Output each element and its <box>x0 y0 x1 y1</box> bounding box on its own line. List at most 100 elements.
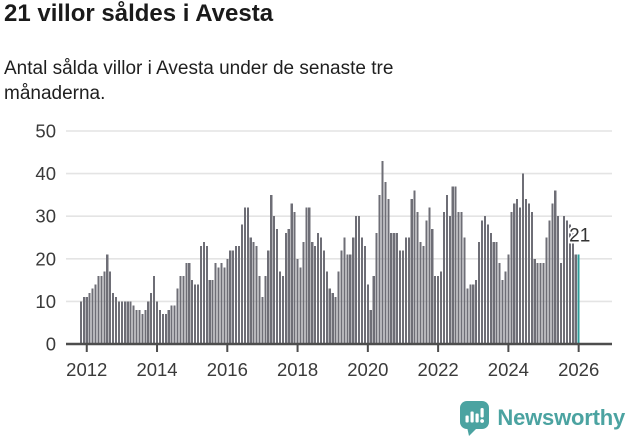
bar <box>434 275 437 344</box>
bar <box>466 288 469 344</box>
bar <box>273 216 276 344</box>
bar <box>571 233 574 344</box>
bar <box>208 280 211 344</box>
bar <box>103 271 106 344</box>
bar <box>516 199 519 344</box>
bar <box>551 203 554 344</box>
bar <box>287 228 290 344</box>
y-tick-label: 10 <box>35 291 56 312</box>
bar <box>144 309 147 344</box>
bar <box>290 203 293 344</box>
bar <box>214 263 217 344</box>
newsworthy-brand: Newsworthy <box>459 399 625 437</box>
bar <box>480 220 484 344</box>
y-tick-label: 20 <box>35 248 56 269</box>
bar <box>114 297 118 344</box>
bar <box>472 284 475 344</box>
bar-chart: 2012 2014 2016 2018 2020 2022 2024 2026 0 10 20 30 4… <box>0 116 631 388</box>
bar <box>384 182 387 344</box>
bar <box>334 297 337 344</box>
bar <box>565 220 568 344</box>
bar <box>258 275 261 344</box>
bar <box>410 199 413 344</box>
bar <box>454 186 457 344</box>
bar <box>88 292 91 344</box>
y-tick-label: 40 <box>35 163 56 184</box>
bar <box>249 237 252 344</box>
bar <box>147 301 150 344</box>
bar <box>220 263 223 344</box>
bar <box>533 258 536 344</box>
bar <box>179 275 182 344</box>
bar <box>232 250 235 344</box>
bar <box>524 199 528 344</box>
bar <box>428 207 431 344</box>
bar <box>445 194 448 344</box>
bar <box>463 237 466 344</box>
bar <box>284 233 287 344</box>
bar <box>422 246 425 344</box>
bar <box>314 246 317 344</box>
bar <box>475 280 478 344</box>
bar <box>378 194 381 344</box>
bar <box>513 203 516 344</box>
bar <box>337 271 340 344</box>
page-title: 21 villor såldes i Avesta <box>4 0 274 27</box>
bar <box>557 216 560 344</box>
bar <box>425 220 428 344</box>
bar <box>82 297 85 344</box>
bar <box>278 271 282 344</box>
bar <box>205 246 208 344</box>
bar <box>416 211 419 344</box>
bar <box>97 275 100 344</box>
bar <box>519 207 522 344</box>
bar <box>404 237 407 344</box>
bar <box>510 211 513 344</box>
bar <box>536 263 539 344</box>
bar <box>176 288 179 344</box>
bar <box>355 216 358 344</box>
bar <box>153 275 156 344</box>
bar <box>548 220 551 344</box>
bar <box>296 258 299 344</box>
bar <box>276 228 279 344</box>
bar <box>246 207 249 344</box>
bar <box>182 275 185 344</box>
bar <box>387 199 390 344</box>
bar <box>562 216 566 344</box>
x-tick-label: 2012 <box>66 359 107 380</box>
x-tick-label: 2018 <box>277 359 318 380</box>
bar <box>407 237 410 344</box>
bar <box>226 258 229 344</box>
bar <box>486 224 489 344</box>
bar <box>229 250 232 344</box>
bar <box>293 211 296 344</box>
bar <box>489 233 492 344</box>
bar <box>91 288 94 344</box>
bar <box>94 284 97 344</box>
bar <box>170 305 173 344</box>
x-tick-label: 2020 <box>347 359 388 380</box>
bar <box>369 309 372 344</box>
y-tick-label: 50 <box>35 121 56 142</box>
bar <box>460 211 463 344</box>
bar <box>498 263 501 344</box>
bar <box>483 216 487 344</box>
bar <box>264 275 267 344</box>
bar <box>191 280 194 344</box>
bar <box>185 263 188 344</box>
bar <box>393 233 396 344</box>
bar <box>492 241 495 344</box>
newsworthy-logo-icon <box>460 400 490 436</box>
x-tick-label: 2026 <box>558 359 599 380</box>
bar <box>317 233 320 344</box>
bar <box>390 233 393 344</box>
bar <box>141 314 144 344</box>
bar <box>308 207 311 344</box>
bar <box>396 233 399 344</box>
bar <box>325 271 328 344</box>
bar <box>194 284 197 344</box>
bar <box>109 271 112 344</box>
bar <box>120 301 123 344</box>
bar <box>243 207 246 344</box>
